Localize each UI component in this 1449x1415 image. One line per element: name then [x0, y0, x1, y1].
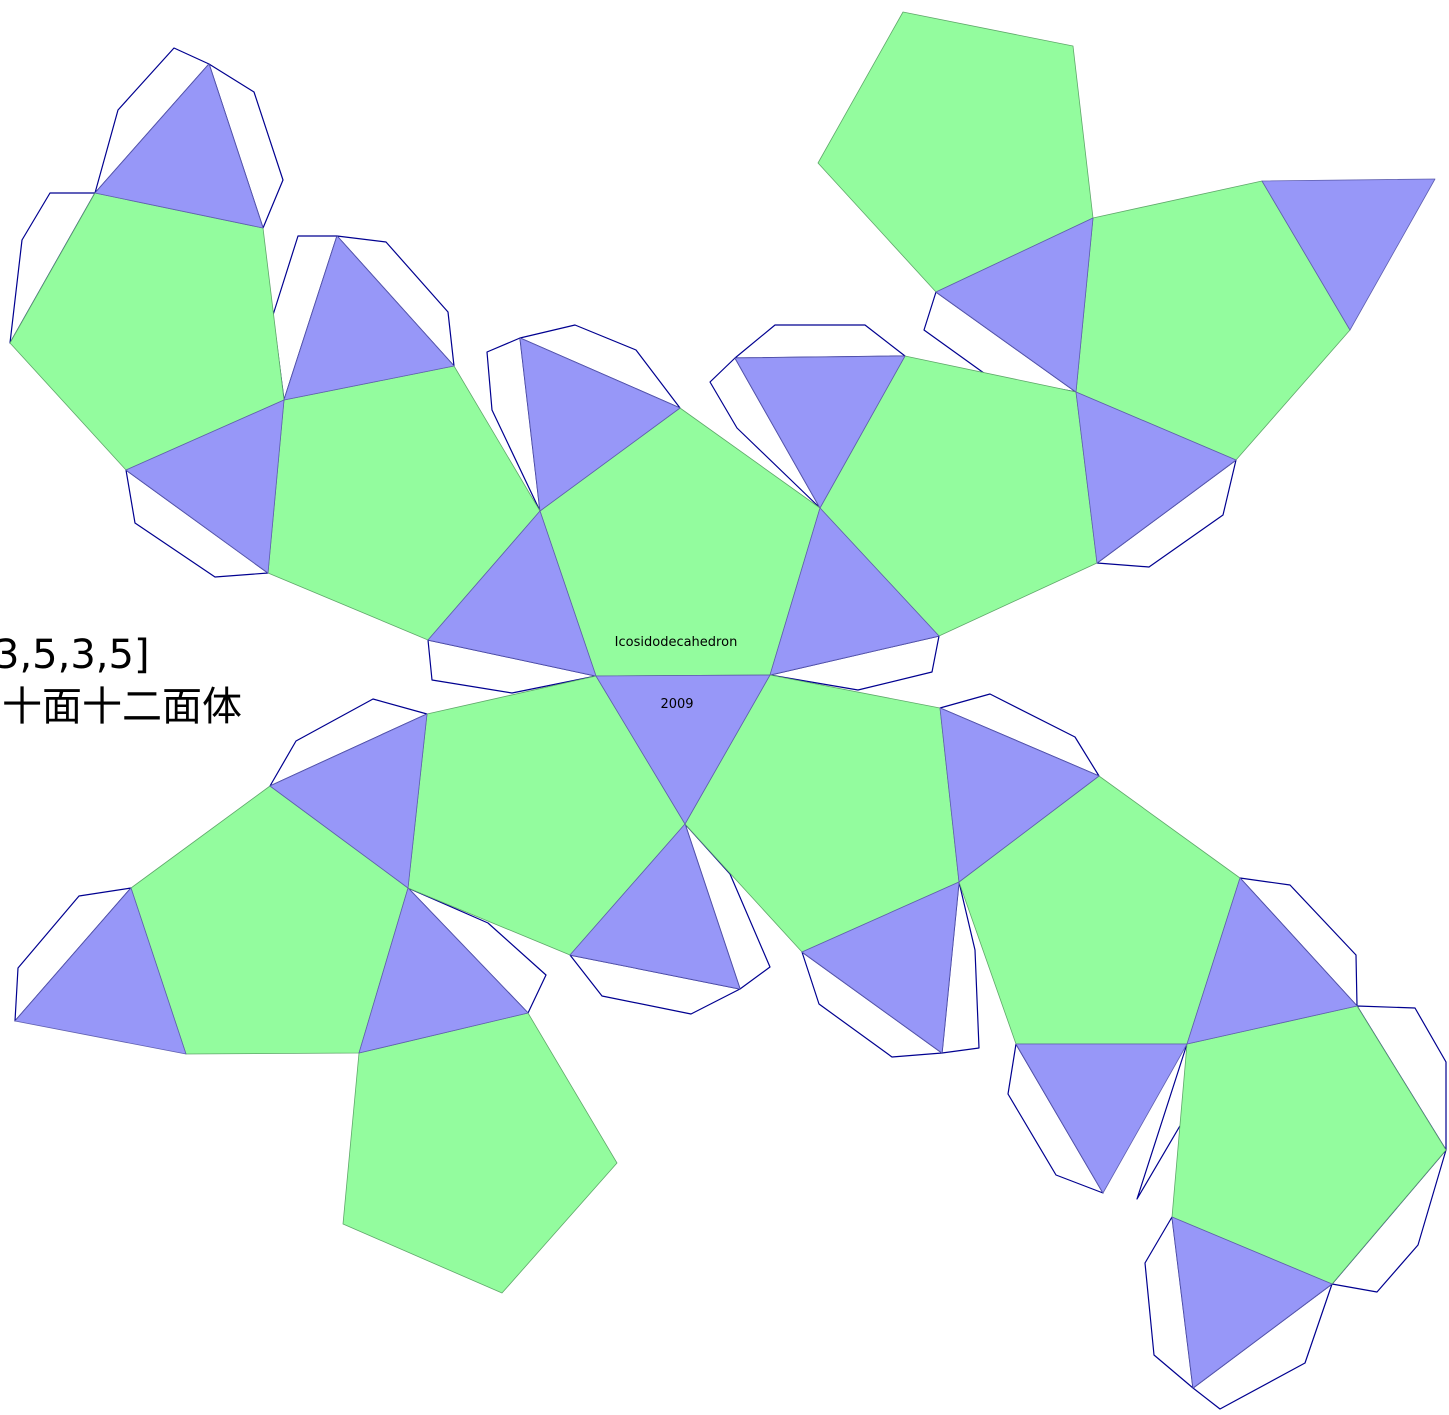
- net-name-label: Icosidodecahedron: [615, 635, 738, 650]
- net-year-label: 2009: [660, 697, 693, 712]
- triangle-face: [734, 355, 906, 509]
- triangle-face: [1075, 391, 1237, 564]
- triangle-face: [519, 337, 681, 512]
- triangle-face: [769, 507, 940, 676]
- triangle-faces: [14, 63, 1436, 1389]
- triangle-face: [94, 63, 264, 229]
- triangle-face: [14, 887, 187, 1055]
- triangle-face: [595, 674, 771, 825]
- triangle-face: [283, 235, 455, 401]
- triangle-face: [801, 881, 960, 1054]
- triangle-face: [1015, 1043, 1188, 1194]
- triangle-face: [569, 823, 741, 990]
- triangle-face: [1171, 1216, 1333, 1389]
- triangle-face: [939, 707, 1100, 883]
- pentagon-faces: [9, 11, 1447, 1294]
- vertex-config-label: 3,5,3,5]: [0, 632, 150, 678]
- glue-tab: [734, 324, 906, 359]
- japanese-name-label: 二十面十二面体: [0, 684, 242, 730]
- triangle-face: [125, 399, 285, 574]
- triangle-face: [358, 887, 529, 1054]
- triangle-face: [1261, 178, 1436, 331]
- triangle-face: [427, 510, 597, 677]
- triangle-face: [935, 217, 1094, 393]
- pentagon-face: [342, 1012, 618, 1294]
- triangle-face: [269, 713, 428, 889]
- triangle-face: [1186, 877, 1358, 1045]
